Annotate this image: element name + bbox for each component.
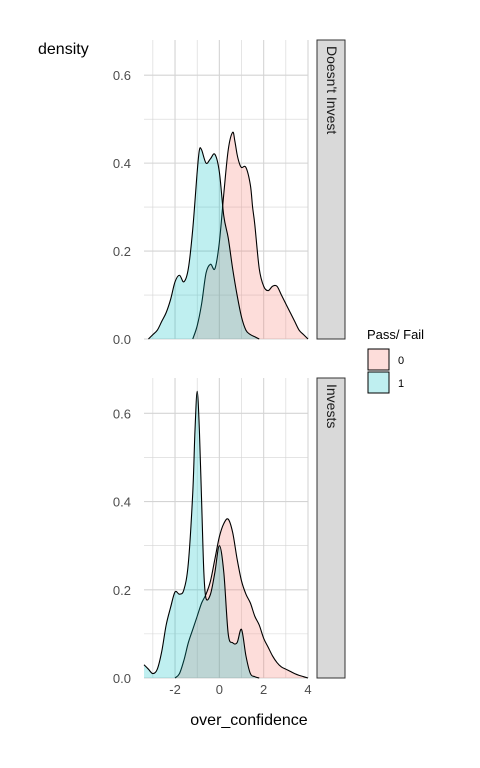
density-area-0 <box>192 132 308 339</box>
legend-key-0 <box>367 348 390 371</box>
x-tick-label: -2 <box>169 682 181 697</box>
facet-strip-label: Invests <box>324 384 340 428</box>
density-line-0 <box>174 518 309 679</box>
x-tick-label: 2 <box>260 682 267 697</box>
legend-key-1 <box>367 371 390 394</box>
density-line-1 <box>148 147 260 340</box>
facet-strip <box>316 377 346 679</box>
y-axis-title: density <box>38 41 89 58</box>
legend: Pass/ Fail 0 1 <box>367 327 424 394</box>
facet-panel-0: 0.0 0.2 0.4 0.6 Doesn't Invest <box>113 39 346 347</box>
x-axis-title: over_confidence <box>190 712 308 729</box>
facet-strip <box>316 39 346 340</box>
y-tick-label: 0.0 <box>113 671 131 686</box>
legend-title: Pass/ Fail <box>367 327 424 342</box>
facet-strip-label: Doesn't Invest <box>324 46 340 134</box>
y-tick-label: 0.2 <box>113 583 131 598</box>
legend-label-0: 0 <box>398 355 404 367</box>
y-tick-label: 0.6 <box>113 406 131 421</box>
y-tick-label: 0.4 <box>113 156 131 171</box>
facet-panel-1: 0.0 0.2 0.4 0.6 Invests <box>113 377 346 686</box>
legend-label-1: 1 <box>398 378 404 390</box>
y-tick-label: 0.4 <box>113 495 131 510</box>
density-line-1 <box>143 390 260 679</box>
density-area-0 <box>175 518 308 678</box>
density-area-1 <box>148 147 260 339</box>
density-area-1 <box>144 391 260 678</box>
x-tick-label: 0 <box>216 682 223 697</box>
x-tick-label: 4 <box>304 682 311 697</box>
y-tick-label: 0.2 <box>113 244 131 259</box>
y-tick-label: 0.0 <box>113 332 131 347</box>
density-line-0 <box>192 131 309 340</box>
y-tick-label: 0.6 <box>113 68 131 83</box>
panels-layer: 0.0 0.2 0.4 0.6 Doesn't Invest 0.0 0.2 0.4 0.6 In… <box>113 39 346 697</box>
